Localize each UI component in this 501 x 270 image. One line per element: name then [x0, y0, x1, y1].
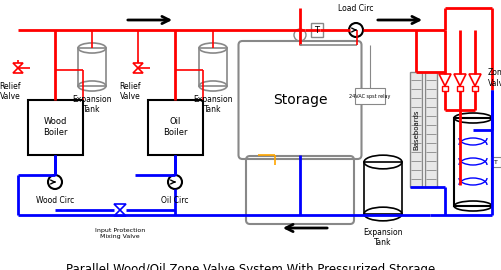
Text: T: T: [314, 25, 319, 35]
Text: Load Circ: Load Circ: [338, 4, 373, 13]
Text: Input Protection
Mixing Valve: Input Protection Mixing Valve: [95, 228, 145, 239]
Bar: [409, 72, 421, 187]
Text: Oil
Boiler: Oil Boiler: [162, 117, 187, 137]
Text: Wood Circ: Wood Circ: [36, 196, 74, 205]
Bar: [490, 157, 500, 167]
Text: Oil Circ: Oil Circ: [161, 196, 188, 205]
Text: Expansion
Tank: Expansion Tank: [193, 95, 232, 114]
Bar: [198, 48, 226, 86]
Bar: [471, 86, 477, 91]
Text: Expansion
Tank: Expansion Tank: [72, 95, 112, 114]
Text: Baseboards: Baseboards: [412, 109, 418, 150]
Bar: [28, 100, 83, 155]
Text: 24VAC spst relay: 24VAC spst relay: [349, 93, 390, 99]
Text: Zone
Valves: Zone Valves: [487, 68, 501, 88]
Bar: [311, 23, 322, 37]
Text: Relief
Valve: Relief Valve: [119, 82, 140, 102]
Text: T: T: [493, 160, 497, 164]
Text: Relief
Valve: Relief Valve: [0, 82, 21, 102]
Text: Storage: Storage: [272, 93, 327, 107]
Bar: [456, 86, 462, 91]
Bar: [148, 100, 202, 155]
Text: Wood
Boiler: Wood Boiler: [43, 117, 67, 137]
Bar: [354, 88, 384, 104]
Bar: [453, 118, 491, 206]
Bar: [78, 48, 106, 86]
Bar: [424, 72, 436, 187]
Text: Expansion
Tank: Expansion Tank: [363, 228, 402, 247]
Bar: [441, 86, 447, 91]
Text: Parallel Wood/Oil Zone Valve System With Pressurized Storage: Parallel Wood/Oil Zone Valve System With…: [66, 263, 435, 270]
Bar: [363, 162, 401, 214]
